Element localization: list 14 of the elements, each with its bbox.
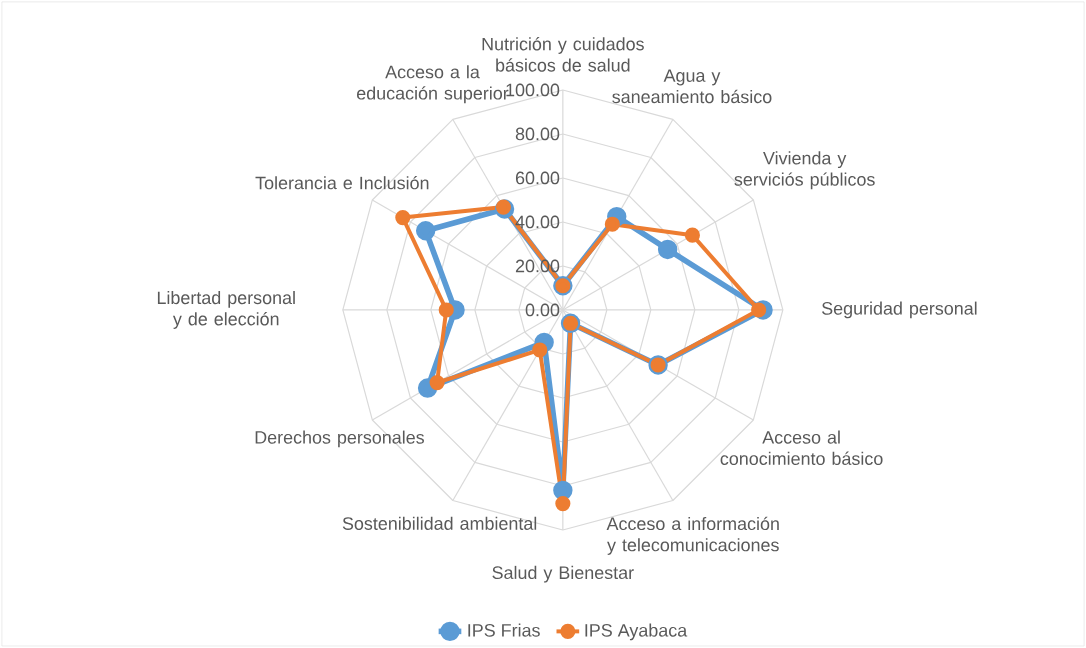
spoke-label: Acceso a información y telecomunicaciones [606, 516, 779, 555]
spoke-label: Tolerancia e Inclusión [255, 176, 429, 190]
y-tick-label: 0.00 [525, 303, 560, 317]
spoke-label: Seguridad personal [821, 301, 977, 319]
spoke-label: Libertad personal y de elección [157, 291, 295, 329]
legend-label: IPS Ayabaca [585, 623, 688, 641]
spoke-label: Sostenibilidad ambiental [342, 516, 537, 530]
spoke-label: Salud y Bienestar [492, 565, 634, 583]
spoke-label: Derechos personales [255, 430, 424, 448]
y-tick-label: 80.00 [515, 127, 560, 141]
y-tick-label: 60.00 [515, 171, 560, 185]
legend-label: IPS Frias [468, 623, 540, 637]
spoke-label: Vivienda y serviciós públicos [734, 151, 875, 190]
spoke-label: Acceso al conocimiento básico [720, 430, 883, 466]
